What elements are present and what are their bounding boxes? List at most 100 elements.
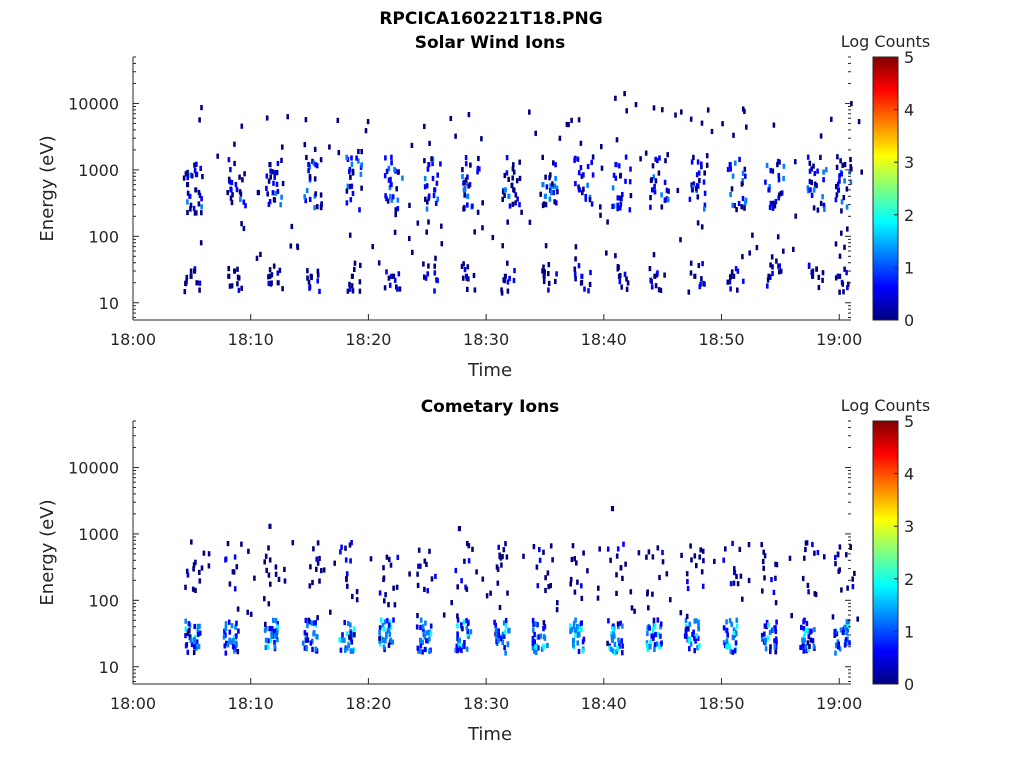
data-cell xyxy=(621,623,624,629)
data-cell xyxy=(358,279,362,285)
data-cell xyxy=(357,148,360,155)
data-cell xyxy=(698,284,702,290)
data-cell xyxy=(319,192,323,198)
data-cell xyxy=(550,190,553,196)
data-cell xyxy=(436,196,439,202)
data-cell xyxy=(481,576,485,582)
data-cell xyxy=(728,162,732,168)
data-cell xyxy=(808,168,812,174)
data-cell xyxy=(466,628,470,634)
data-cell xyxy=(464,161,468,167)
data-cell xyxy=(228,629,232,635)
data-cell xyxy=(230,200,234,206)
data-cell xyxy=(274,571,278,577)
data-cell xyxy=(612,203,616,209)
data-cell xyxy=(423,586,426,592)
y-tick-label: 10 xyxy=(99,658,119,677)
data-cell xyxy=(846,585,849,591)
data-cell xyxy=(736,581,740,587)
data-cell xyxy=(423,123,426,129)
data-cell xyxy=(227,157,231,163)
data-cell xyxy=(834,197,838,203)
data-cell xyxy=(686,585,690,592)
data-cell xyxy=(838,567,841,573)
data-cell xyxy=(193,162,196,168)
data-cell xyxy=(845,619,849,625)
data-cell xyxy=(253,575,256,581)
data-cell xyxy=(277,576,281,582)
data-cell xyxy=(226,642,230,648)
colorbar-tick-label: 4 xyxy=(904,101,914,120)
data-cell xyxy=(613,650,617,656)
data-cell xyxy=(660,640,663,646)
data-cell xyxy=(840,230,843,236)
data-cell xyxy=(232,635,236,641)
data-cell xyxy=(741,106,745,112)
data-cell xyxy=(612,623,615,629)
data-cell xyxy=(730,269,734,275)
data-cell xyxy=(769,262,772,268)
data-cell xyxy=(809,637,813,643)
data-cell xyxy=(501,196,504,202)
data-cell xyxy=(350,183,354,189)
data-cell xyxy=(473,229,476,235)
data-cell xyxy=(501,243,504,249)
data-cell xyxy=(568,623,572,629)
data-cell xyxy=(573,271,577,277)
data-cell xyxy=(730,621,733,627)
data-cell xyxy=(435,180,439,186)
data-cell xyxy=(577,632,581,638)
data-cell xyxy=(463,643,466,649)
data-cell xyxy=(195,280,199,286)
data-cell xyxy=(511,166,515,172)
colorbar xyxy=(872,420,899,685)
data-cell xyxy=(231,192,234,198)
data-cell xyxy=(311,638,314,644)
data-cell xyxy=(351,593,354,600)
data-cell xyxy=(705,162,709,168)
data-cell xyxy=(751,232,754,238)
data-cell xyxy=(272,180,275,186)
data-cell xyxy=(649,639,652,645)
data-cell xyxy=(271,169,274,175)
data-cell xyxy=(544,202,548,208)
data-cell xyxy=(736,287,739,293)
data-cell xyxy=(696,645,699,651)
data-cell xyxy=(847,281,850,287)
data-cell xyxy=(350,161,354,167)
data-cell xyxy=(730,186,734,192)
data-cell xyxy=(190,539,193,545)
data-cell xyxy=(650,284,654,290)
data-cell xyxy=(274,564,278,570)
data-cell xyxy=(422,261,425,267)
data-cell xyxy=(518,175,522,181)
data-cell xyxy=(847,618,851,624)
data-cell xyxy=(382,644,386,650)
data-cell xyxy=(184,280,187,286)
data-cell xyxy=(582,172,585,178)
data-cell xyxy=(726,279,730,285)
data-cell xyxy=(233,554,237,560)
data-cell xyxy=(186,199,189,205)
data-cell xyxy=(231,644,236,650)
data-cell xyxy=(351,190,355,197)
data-cell xyxy=(743,166,747,172)
data-cell xyxy=(610,506,615,512)
data-cell xyxy=(276,629,279,635)
data-cell xyxy=(713,558,716,564)
data-cell xyxy=(351,632,355,638)
data-cell xyxy=(617,273,622,279)
data-cell xyxy=(687,289,691,295)
data-cell xyxy=(506,642,510,648)
data-cell xyxy=(541,154,544,160)
data-cell xyxy=(502,633,506,639)
data-cell xyxy=(198,623,201,629)
data-cell xyxy=(425,229,428,235)
data-cell xyxy=(353,266,356,272)
data-cell xyxy=(198,630,202,636)
data-cell xyxy=(812,205,816,211)
data-cell xyxy=(658,574,661,581)
data-cell xyxy=(274,190,277,196)
data-cell xyxy=(732,132,735,138)
data-cell xyxy=(416,613,419,619)
